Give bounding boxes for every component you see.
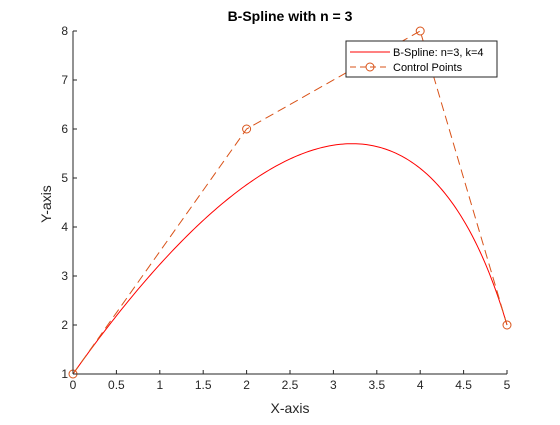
legend-label-control-points: Control Points: [393, 62, 463, 74]
y-tick-label: 7: [61, 73, 68, 87]
plot-area: [68, 26, 512, 379]
axes: [72, 30, 508, 375]
y-tick-label: 4: [61, 220, 68, 234]
x-tick-label: 0: [70, 378, 77, 392]
x-tick-label: 4: [417, 378, 424, 392]
y-tick-label: 1: [61, 367, 68, 381]
control-point-marker: [242, 124, 252, 134]
y-tick-label: 6: [61, 122, 68, 136]
y-tick-label: 2: [61, 318, 68, 332]
legend: B-Spline: n=3, k=4 Control Points: [345, 40, 498, 78]
y-axis-label: Y-axis: [38, 185, 54, 223]
plot-background: [73, 31, 507, 374]
x-tick-label: 2.5: [282, 378, 299, 392]
x-tick-label: 1.5: [195, 378, 212, 392]
x-tick-label: 0.5: [108, 378, 125, 392]
tick-labels: 0 0.5 1 1.5 2 2.5 3 3.5 4 4.5 5 1 2 3 4 5 6 7 8: [61, 24, 510, 392]
x-tick-label: 2: [243, 378, 250, 392]
y-tick-label: 5: [61, 171, 68, 185]
x-tick-label: 5: [504, 378, 511, 392]
legend-marker-control-points: [365, 62, 375, 72]
bspline-curve: [72, 143, 508, 375]
x-tick-label: 3: [330, 378, 337, 392]
x-tick-label: 4.5: [455, 378, 472, 392]
y-tick-label: 3: [61, 269, 68, 283]
control-point-marker: [502, 320, 512, 330]
chart-title: B-Spline with n = 3: [228, 8, 353, 24]
x-tick-label: 3.5: [368, 378, 385, 392]
control-point-marker: [415, 26, 425, 36]
control-polygon-line: [72, 30, 508, 375]
x-axis-label: X-axis: [271, 400, 310, 416]
x-tick-label: 1: [156, 378, 163, 392]
y-tick-label: 8: [61, 24, 68, 38]
legend-label-bspline: B-Spline: n=3, k=4: [393, 47, 484, 59]
